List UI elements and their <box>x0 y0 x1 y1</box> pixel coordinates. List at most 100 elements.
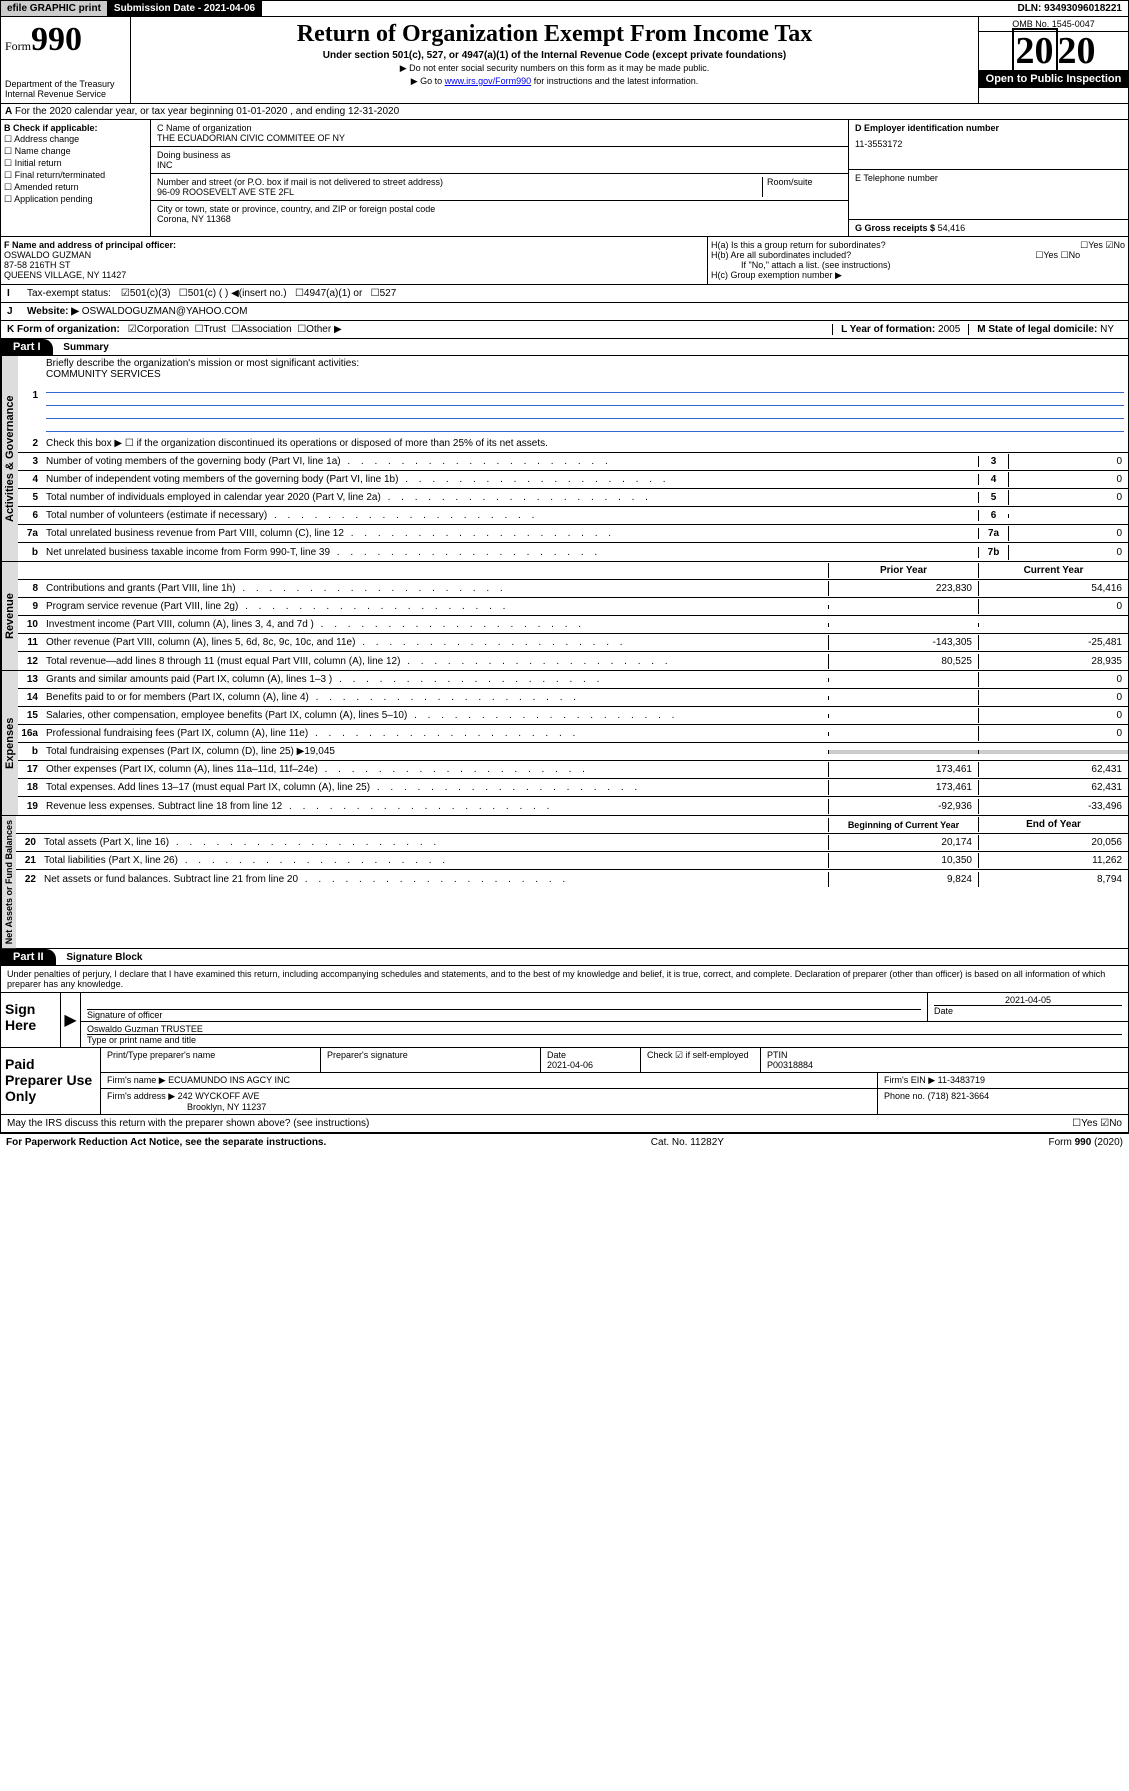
row-i: I Tax-exempt status: ☑ 501(c)(3) ☐ 501(c… <box>0 285 1129 303</box>
line-item: 8Contributions and grants (Part VIII, li… <box>18 580 1128 598</box>
paid-preparer-label: Paid Preparer Use Only <box>1 1048 101 1114</box>
dln-number: DLN: 93493096018221 <box>1011 1 1128 16</box>
line-item: 4Number of independent voting members of… <box>18 471 1128 489</box>
hc-row: H(c) Group exemption number ▶ <box>711 270 1125 281</box>
ha-row: H(a) Is this a group return for subordin… <box>711 240 1125 250</box>
prior-year-header: Prior Year <box>828 563 978 578</box>
dba-label: Doing business as <box>157 150 842 160</box>
note-link: ▶ Go to www.irs.gov/Form990 for instruct… <box>135 76 974 87</box>
arrow-icon: ▶ <box>61 993 81 1047</box>
ein-label: D Employer identification number <box>855 123 1122 133</box>
city-value: Corona, NY 11368 <box>157 214 842 224</box>
line-item: 19Revenue less expenses. Subtract line 1… <box>18 797 1128 815</box>
hb-note: If "No," attach a list. (see instruction… <box>711 260 1125 270</box>
date-label: Date <box>934 1005 1122 1016</box>
type-name-label: Type or print name and title <box>87 1034 1122 1045</box>
line-item: 12Total revenue—add lines 8 through 11 (… <box>18 652 1128 670</box>
submission-date: Submission Date - 2021-04-06 <box>108 1 262 16</box>
prep-sig-label: Preparer's signature <box>321 1048 541 1072</box>
line-item: 7aTotal unrelated business revenue from … <box>18 525 1128 543</box>
revenue-section: Revenue Prior Year Current Year 8Contrib… <box>0 562 1129 671</box>
revenue-label: Revenue <box>1 562 18 670</box>
city-label: City or town, state or province, country… <box>157 204 842 214</box>
check-final-return[interactable]: ☐ Final return/terminated <box>4 170 147 181</box>
row-j: J Website: ▶ OSWALDOGUZMAN@YAHOO.COM <box>0 303 1129 321</box>
footer-form: Form 990 (2020) <box>1049 1137 1123 1148</box>
col-b-checkboxes: B Check if applicable: ☐ Address change … <box>1 120 151 236</box>
row-f-h: F Name and address of principal officer:… <box>0 237 1129 285</box>
tax-year: 2020 <box>979 32 1128 70</box>
firm-addr-label: Firm's address ▶ <box>107 1091 175 1101</box>
form-number: Form990 <box>5 21 126 59</box>
officer-addr1: 87-58 216TH ST <box>4 260 704 270</box>
hb-row: H(b) Are all subordinates included? ☐Yes… <box>711 250 1125 260</box>
firm-name-label: Firm's name ▶ <box>107 1075 166 1085</box>
website-value: OSWALDOGUZMAN@YAHOO.COM <box>82 306 248 317</box>
dba-value: INC <box>157 160 842 170</box>
paid-preparer-section: Paid Preparer Use Only Print/Type prepar… <box>0 1048 1129 1115</box>
firm-ein: 11-3483719 <box>938 1075 985 1085</box>
row-k: K Form of organization: ☑ Corporation ☐ … <box>0 321 1129 339</box>
check-address-change[interactable]: ☐ Address change <box>4 134 147 145</box>
sig-officer-label: Signature of officer <box>87 1009 921 1020</box>
line-item: 16aProfessional fundraising fees (Part I… <box>18 725 1128 743</box>
netassets-label: Net Assets or Fund Balances <box>1 816 16 948</box>
irs-link[interactable]: www.irs.gov/Form990 <box>445 76 532 86</box>
phone-value: (718) 821-3664 <box>928 1091 990 1101</box>
org-name: THE ECUADORIAN CIVIC COMMITEE OF NY <box>157 133 842 143</box>
prep-name-label: Print/Type preparer's name <box>101 1048 321 1072</box>
ein-value: 11-3553172 <box>855 139 1122 149</box>
room-label: Room/suite <box>762 177 842 197</box>
expenses-label: Expenses <box>1 671 18 815</box>
check-amended[interactable]: ☐ Amended return <box>4 182 147 193</box>
officer-addr2: QUEENS VILLAGE, NY 11427 <box>4 270 704 280</box>
netassets-section: Net Assets or Fund Balances Beginning of… <box>0 816 1129 949</box>
firm-addr: 242 WYCKOFF AVE <box>178 1091 260 1101</box>
governance-section: Activities & Governance 1 Briefly descri… <box>0 356 1129 562</box>
check-application-pending[interactable]: ☐ Application pending <box>4 194 147 205</box>
footer-left: For Paperwork Reduction Act Notice, see … <box>6 1137 326 1148</box>
prep-date: 2021-04-06 <box>547 1060 593 1070</box>
officer-name: OSWALDO GUZMAN <box>4 250 704 260</box>
line-item: 10Investment income (Part VIII, column (… <box>18 616 1128 634</box>
gross-label: G Gross receipts $ <box>855 223 935 233</box>
form-title: Return of Organization Exempt From Incom… <box>135 21 974 48</box>
discuss-row: May the IRS discuss this return with the… <box>0 1115 1129 1133</box>
efile-button[interactable]: efile GRAPHIC print <box>1 1 108 16</box>
part2-header: Part II Signature Block <box>0 949 1129 966</box>
check-initial-return[interactable]: ☐ Initial return <box>4 158 147 169</box>
self-employed-check[interactable]: Check ☑ if self-employed <box>641 1048 761 1072</box>
firm-city: Brooklyn, NY 11237 <box>107 1102 266 1112</box>
check-name-change[interactable]: ☐ Name change <box>4 146 147 157</box>
open-public-badge: Open to Public Inspection <box>979 70 1128 88</box>
officer-label: F Name and address of principal officer: <box>4 240 704 250</box>
firm-ein-label: Firm's EIN ▶ <box>884 1075 935 1085</box>
perjury-statement: Under penalties of perjury, I declare th… <box>0 966 1129 993</box>
gross-value: 54,416 <box>938 223 966 233</box>
line-item: 11Other revenue (Part VIII, column (A), … <box>18 634 1128 652</box>
current-year-header: Current Year <box>978 563 1128 578</box>
line-item: 5Total number of individuals employed in… <box>18 489 1128 507</box>
line-item: 20Total assets (Part X, line 16)20,17420… <box>16 834 1128 852</box>
sign-here-section: Sign Here ▶ Signature of officer 2021-04… <box>0 993 1129 1048</box>
governance-label: Activities & Governance <box>1 356 18 561</box>
sig-date: 2021-04-05 <box>934 995 1122 1005</box>
top-bar: efile GRAPHIC print Submission Date - 20… <box>0 0 1129 17</box>
expenses-section: Expenses 13Grants and similar amounts pa… <box>0 671 1129 816</box>
addr-label: Number and street (or P.O. box if mail i… <box>157 177 762 187</box>
begin-year-header: Beginning of Current Year <box>828 818 978 832</box>
org-name-label: C Name of organization <box>157 123 842 133</box>
line-item: 21Total liabilities (Part X, line 26)10,… <box>16 852 1128 870</box>
end-year-header: End of Year <box>978 817 1128 832</box>
sign-here-label: Sign Here <box>1 993 61 1047</box>
firm-name: ECUAMUNDO INS AGCY INC <box>168 1075 290 1085</box>
ptin-value: P00318884 <box>767 1060 813 1070</box>
line-item: 15Salaries, other compensation, employee… <box>18 707 1128 725</box>
info-grid: B Check if applicable: ☐ Address change … <box>0 120 1129 237</box>
part1-header: Part I Summary <box>0 339 1129 356</box>
line1-value: COMMUNITY SERVICES <box>46 369 161 380</box>
line2-text: Check this box ▶ ☐ if the organization d… <box>42 436 1128 451</box>
line-item: 14Benefits paid to or for members (Part … <box>18 689 1128 707</box>
section-a-taxyear: A For the 2020 calendar year, or tax yea… <box>0 104 1129 120</box>
form-subtitle: Under section 501(c), 527, or 4947(a)(1)… <box>135 50 974 61</box>
